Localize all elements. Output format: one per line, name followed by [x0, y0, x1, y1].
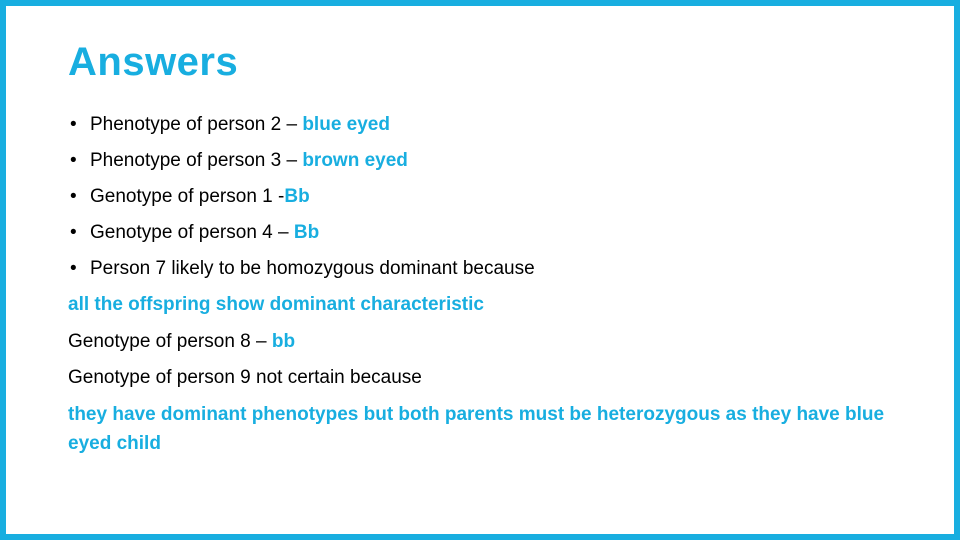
line-genotype-8: Genotype of person 8 – bb — [68, 324, 892, 360]
bullet-lead: Phenotype of person 3 – — [90, 150, 302, 171]
list-item: Phenotype of person 2 – blue eyed — [68, 107, 892, 143]
slide-frame: Answers Phenotype of person 2 – blue eye… — [0, 0, 960, 540]
list-item: Person 7 likely to be homozygous dominan… — [68, 251, 892, 287]
bullet-list: Phenotype of person 2 – blue eyed Phenot… — [68, 107, 892, 287]
bullet-accent: blue eyed — [302, 114, 390, 135]
continuation-accent: all the offspring show dominant characte… — [68, 287, 892, 323]
bullet-accent: Bb — [284, 186, 309, 207]
line-genotype-9: Genotype of person 9 not certain because — [68, 360, 892, 396]
list-item: Genotype of person 1 -Bb — [68, 179, 892, 215]
bullet-lead: Genotype of person 1 - — [90, 186, 284, 207]
bullet-lead: Person 7 likely to be homozygous dominan… — [90, 258, 535, 279]
closing-accent: they have dominant phenotypes but both p… — [68, 400, 892, 459]
bullet-lead: Genotype of person 4 – — [90, 222, 294, 243]
list-item: Genotype of person 4 – Bb — [68, 215, 892, 251]
bullet-lead: Phenotype of person 2 – — [90, 114, 302, 135]
bullet-accent: brown eyed — [302, 150, 408, 171]
line-accent: bb — [272, 331, 295, 352]
bullet-accent: Bb — [294, 222, 319, 243]
list-item: Phenotype of person 3 – brown eyed — [68, 143, 892, 179]
slide-body: Phenotype of person 2 – blue eyed Phenot… — [68, 107, 892, 459]
line-plain: Genotype of person 8 – — [68, 331, 272, 352]
slide-title: Answers — [68, 40, 892, 85]
